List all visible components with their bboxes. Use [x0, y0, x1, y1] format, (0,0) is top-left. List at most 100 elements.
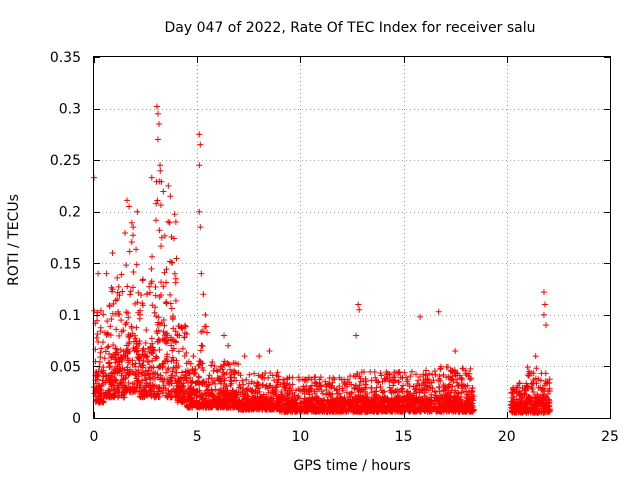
data-point — [289, 374, 296, 381]
data-point — [219, 389, 226, 396]
data-point — [148, 265, 155, 272]
data-point — [170, 325, 177, 332]
data-point — [122, 375, 129, 382]
data-point — [112, 389, 119, 396]
data-point — [173, 392, 180, 399]
data-point — [171, 211, 178, 218]
data-point — [297, 403, 304, 410]
data-point — [339, 395, 346, 402]
data-point — [224, 392, 231, 399]
data-point — [103, 393, 110, 400]
data-point — [143, 326, 150, 333]
data-point — [163, 279, 170, 286]
data-point — [465, 400, 472, 407]
data-point — [96, 359, 103, 366]
data-point — [126, 248, 133, 255]
data-point — [399, 385, 406, 392]
data-point — [452, 389, 459, 396]
data-point — [524, 383, 531, 390]
data-point — [425, 403, 432, 410]
data-point — [404, 381, 411, 388]
data-point — [196, 131, 203, 138]
data-point — [175, 378, 182, 385]
data-point — [157, 167, 164, 174]
data-point — [388, 397, 395, 404]
data-point — [341, 378, 348, 385]
data-point — [211, 363, 218, 370]
data-point — [133, 375, 140, 382]
data-point — [445, 398, 452, 405]
data-point — [138, 377, 145, 384]
data-point — [157, 162, 164, 169]
data-point — [265, 389, 272, 396]
data-point — [167, 193, 174, 200]
data-point — [381, 388, 388, 395]
data-point — [98, 345, 105, 352]
data-point — [136, 393, 143, 400]
data-point — [288, 396, 295, 403]
data-point — [223, 401, 230, 408]
data-point — [198, 342, 205, 349]
data-point — [413, 371, 420, 378]
data-point — [227, 366, 234, 373]
data-point — [401, 369, 408, 376]
data-point — [347, 399, 354, 406]
data-point — [171, 270, 178, 277]
data-point — [159, 376, 166, 383]
data-point — [184, 403, 191, 410]
data-point — [143, 376, 150, 383]
data-point — [250, 398, 257, 405]
data-point — [436, 388, 443, 395]
data-point — [146, 283, 153, 290]
data-point — [256, 388, 263, 395]
data-point — [259, 371, 266, 378]
data-point — [396, 402, 403, 409]
data-point — [513, 409, 520, 416]
data-point — [303, 383, 310, 390]
data-point — [543, 393, 550, 400]
data-point — [306, 398, 313, 405]
data-point — [181, 322, 188, 329]
data-point — [187, 360, 194, 367]
data-point — [104, 318, 111, 325]
data-point — [533, 365, 540, 372]
data-point — [259, 381, 266, 388]
data-point — [319, 407, 326, 414]
axis-ticks — [94, 57, 611, 419]
data-point — [256, 404, 263, 411]
data-point — [167, 377, 174, 384]
data-point — [527, 407, 534, 414]
data-point — [197, 224, 204, 231]
data-point — [322, 378, 329, 385]
data-point — [106, 302, 113, 309]
data-point — [449, 383, 456, 390]
data-point — [269, 372, 276, 379]
data-point — [289, 408, 296, 415]
grid-lines — [94, 57, 610, 418]
data-point — [271, 406, 278, 413]
data-point — [107, 363, 114, 370]
data-point — [210, 394, 217, 401]
data-point — [213, 367, 220, 374]
data-point — [415, 377, 422, 384]
data-point — [105, 388, 112, 395]
data-point — [364, 408, 371, 415]
data-point — [266, 347, 273, 354]
data-point — [424, 383, 431, 390]
data-point — [124, 283, 131, 290]
data-point — [116, 380, 123, 387]
data-point — [186, 369, 193, 376]
data-point — [188, 379, 195, 386]
data-point — [422, 400, 429, 407]
data-point — [440, 387, 447, 394]
data-point — [289, 389, 296, 396]
data-point — [514, 382, 521, 389]
data-point — [134, 208, 141, 215]
data-point — [283, 382, 290, 389]
data-point — [348, 381, 355, 388]
data-point — [435, 406, 442, 413]
data-point — [105, 343, 112, 350]
x-tick-label: 15 — [395, 429, 413, 445]
data-point — [154, 110, 161, 117]
